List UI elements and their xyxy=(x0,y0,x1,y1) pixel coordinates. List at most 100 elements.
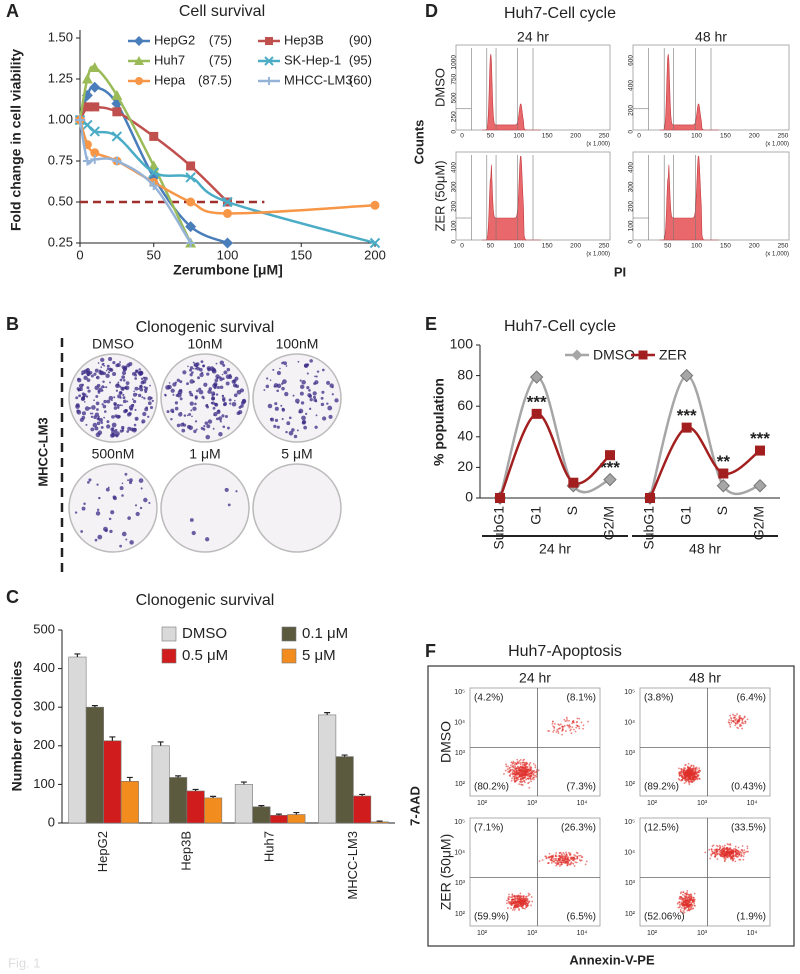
legend-swatch xyxy=(161,626,177,642)
colony xyxy=(87,389,91,393)
marker xyxy=(638,350,648,360)
colony xyxy=(170,388,175,393)
event-dot xyxy=(687,771,689,774)
event-dot xyxy=(734,845,737,848)
event-dot xyxy=(559,723,562,726)
y-tick-label: 10³ xyxy=(625,880,636,887)
legend-swatch xyxy=(161,648,177,664)
quadrant-label: (7.3%) xyxy=(567,782,596,793)
event-dot xyxy=(520,784,523,786)
colony xyxy=(142,376,146,379)
event-dot xyxy=(678,901,681,903)
colony xyxy=(145,406,149,409)
event-dot xyxy=(730,718,733,720)
event-dot xyxy=(508,771,511,773)
event-dot xyxy=(721,845,724,848)
event-dot xyxy=(562,855,565,858)
colony xyxy=(88,407,92,410)
colony xyxy=(124,472,128,476)
colony xyxy=(79,417,84,423)
colony xyxy=(108,517,112,521)
event-dot xyxy=(507,765,509,768)
x-tick-label: 200 xyxy=(364,247,386,262)
marker xyxy=(149,181,159,191)
quadrant-label: (59.9%) xyxy=(474,912,509,923)
colony xyxy=(191,415,193,418)
colony xyxy=(234,399,236,402)
colony xyxy=(228,398,232,402)
event-dot xyxy=(692,780,695,782)
colony xyxy=(241,399,247,404)
colony xyxy=(213,412,218,417)
scatter-frame xyxy=(469,687,601,797)
colony xyxy=(285,430,288,434)
colony xyxy=(331,393,334,396)
event-dot xyxy=(561,733,563,736)
colony xyxy=(281,417,284,421)
event-dot xyxy=(557,732,560,734)
colony xyxy=(267,403,273,409)
colony xyxy=(144,390,147,394)
y-tick-label: 400 xyxy=(451,162,458,173)
event-dot xyxy=(555,731,558,733)
colony xyxy=(183,414,187,417)
colony xyxy=(301,420,306,425)
event-dot xyxy=(696,768,698,771)
colony xyxy=(191,530,196,536)
event-dot xyxy=(503,773,505,775)
x-tick-label: 10³ xyxy=(697,800,708,807)
marker xyxy=(134,36,144,46)
event-dot xyxy=(527,771,529,774)
colony xyxy=(166,410,170,414)
event-dot xyxy=(552,858,555,860)
x-tick-label: 50 xyxy=(147,247,161,262)
colony xyxy=(174,401,179,405)
quadrant-label: (3.8%) xyxy=(644,693,673,704)
event-dot xyxy=(678,772,680,775)
colony xyxy=(201,395,205,399)
event-dot xyxy=(512,769,515,772)
y-tick-label: 200 xyxy=(628,105,635,116)
colony xyxy=(122,393,125,396)
event-dot xyxy=(692,778,695,780)
colony xyxy=(80,530,84,533)
colony xyxy=(269,379,272,381)
colony xyxy=(97,389,100,393)
event-dot xyxy=(538,860,541,862)
colony xyxy=(133,423,137,427)
event-dot xyxy=(522,779,525,782)
colony xyxy=(182,370,187,375)
x-tick-label: 10² xyxy=(647,800,658,807)
quadrant-label: (7.1%) xyxy=(474,823,503,834)
marker xyxy=(265,77,273,85)
colony xyxy=(206,405,210,409)
x-tick-label: G1 xyxy=(677,506,693,525)
event-dot xyxy=(569,725,572,728)
bar xyxy=(287,814,306,824)
event-dot xyxy=(553,727,556,729)
event-dot xyxy=(521,773,524,776)
x-tick-label: 50 xyxy=(487,133,495,140)
marker xyxy=(111,131,123,142)
event-dot xyxy=(514,765,517,768)
event-dot xyxy=(518,895,521,898)
x-tick-label: Hep3B xyxy=(178,831,193,871)
colony xyxy=(298,408,304,414)
chart-title: Huh7-Cell cycle xyxy=(504,318,616,335)
colony xyxy=(132,404,135,406)
event-dot xyxy=(506,768,509,771)
x-tick-label: 150 xyxy=(542,133,553,140)
marker xyxy=(571,349,583,361)
colony xyxy=(207,419,213,424)
axis-unit: (x 1,000) xyxy=(586,142,610,148)
event-dot xyxy=(679,903,681,906)
event-dot xyxy=(587,720,589,723)
marker xyxy=(134,56,144,65)
event-dot xyxy=(681,779,683,781)
event-dot xyxy=(570,732,573,735)
colony xyxy=(221,373,224,376)
event-dot xyxy=(575,861,578,864)
colony xyxy=(284,391,289,397)
colony xyxy=(115,389,119,392)
event-dot xyxy=(510,779,513,782)
